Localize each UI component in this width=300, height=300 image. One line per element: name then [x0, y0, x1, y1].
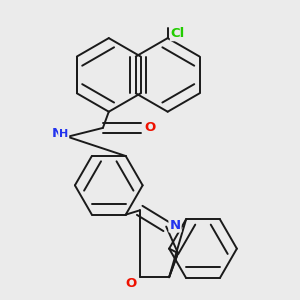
Text: O: O — [144, 122, 156, 134]
Text: N: N — [169, 219, 181, 232]
Text: N: N — [52, 127, 63, 140]
Text: H: H — [59, 129, 68, 139]
Text: Cl: Cl — [171, 27, 185, 40]
Text: O: O — [125, 277, 136, 290]
